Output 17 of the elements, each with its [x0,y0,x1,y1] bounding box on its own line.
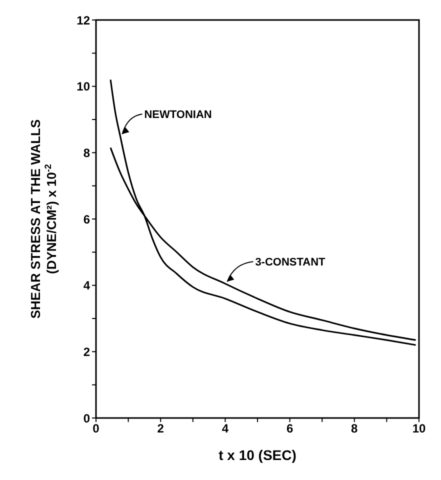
y-tick-label: 4 [83,278,90,293]
x-tick-label: 2 [157,422,164,436]
text: 3-CONSTANT [255,256,326,269]
x-tick-label: 10 [412,422,426,436]
y-tick-label: 10 [76,80,90,94]
y-tick-label: 12 [76,13,90,28]
y-tick-label: 2 [83,344,90,359]
y-tick-label: 8 [83,146,90,160]
x-tick-label: 8 [351,422,358,436]
x-axis-title: t x 10 (SEC) [218,447,296,463]
x-tick-label: 4 [222,422,229,436]
line-series [110,78,417,346]
x-tick-label: 6 [286,422,294,436]
y-tick-label: 6 [83,212,90,226]
y-tick-label: 0 [83,411,90,426]
x-tick-label: 0 [92,422,100,436]
text: NEWTONIAN [144,109,212,122]
